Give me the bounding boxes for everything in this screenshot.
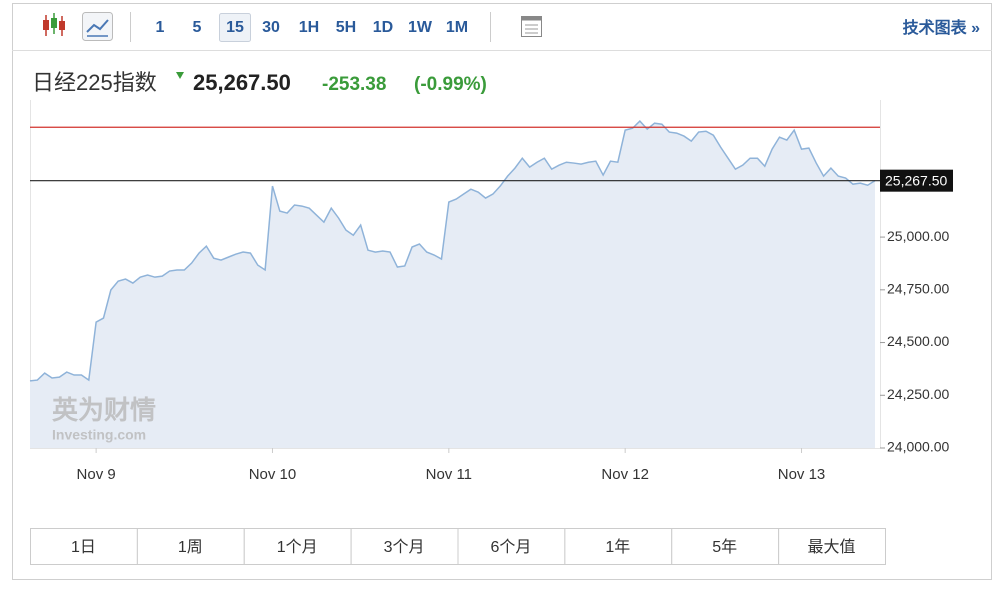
x-tick-label: Nov 9	[77, 466, 116, 483]
change: -253.38	[322, 74, 386, 95]
interval-button[interactable]: 5H	[336, 19, 356, 36]
index-name: 日经225指数	[32, 70, 157, 95]
x-tick-label: Nov 12	[601, 466, 649, 483]
range-button[interactable]	[243, 528, 352, 565]
last-value-label: 25,267.50	[885, 172, 947, 188]
interval-button[interactable]: 1H	[299, 19, 319, 36]
interval-button[interactable]: 1D	[373, 19, 393, 36]
y-tick-label: 25,000.00	[887, 228, 949, 244]
watermark-en: Investing.com	[52, 427, 146, 443]
range-label[interactable]: 5年	[712, 538, 737, 556]
down-arrow	[176, 72, 184, 79]
selected-interval	[219, 13, 251, 42]
y-tick-label: 24,750.00	[887, 281, 949, 297]
range-button[interactable]	[671, 528, 780, 565]
technical-chart-link[interactable]: 技术图表 »	[903, 18, 980, 37]
interval-button[interactable]: 30	[262, 19, 280, 36]
range-label[interactable]: 1周	[178, 539, 203, 556]
range-label[interactable]: 1年	[605, 538, 630, 556]
interval-button[interactable]: 1	[156, 19, 165, 36]
watermark-cn: 英为财情	[52, 395, 156, 425]
line-icon[interactable]	[82, 12, 113, 41]
range-button[interactable]	[778, 528, 886, 565]
calendar-icon[interactable]	[521, 16, 542, 37]
interval-button[interactable]: 5	[193, 19, 202, 36]
last-value-box	[880, 169, 953, 192]
range-label[interactable]: 1个月	[277, 538, 318, 556]
interval-button[interactable]: 15	[226, 19, 244, 36]
range-label[interactable]: 3个月	[384, 538, 425, 556]
y-tick-label: 24,500.00	[887, 333, 949, 349]
interval-button[interactable]: 1W	[408, 19, 433, 36]
range-label[interactable]: 1日	[71, 539, 96, 556]
range-label[interactable]: 最大值	[808, 538, 856, 556]
line	[29, 120, 876, 382]
interval-button[interactable]: 1M	[446, 19, 468, 36]
range-label[interactable]: 6个月	[490, 538, 531, 556]
x-tick-label: Nov 13	[778, 466, 826, 483]
x-tick-label: Nov 11	[426, 466, 472, 483]
y-tick-label: 24,250.00	[887, 386, 949, 402]
range-button[interactable]	[564, 528, 673, 565]
range-button[interactable]	[136, 528, 245, 565]
range-button[interactable]	[350, 528, 459, 565]
change-percent: (-0.99%)	[414, 74, 487, 95]
y-tick-label: 24,000.00	[887, 439, 949, 455]
x-tick-label: Nov 10	[249, 466, 297, 483]
candle-icon[interactable]	[43, 13, 65, 36]
price: 25,267.50	[193, 70, 291, 95]
area	[30, 121, 875, 448]
